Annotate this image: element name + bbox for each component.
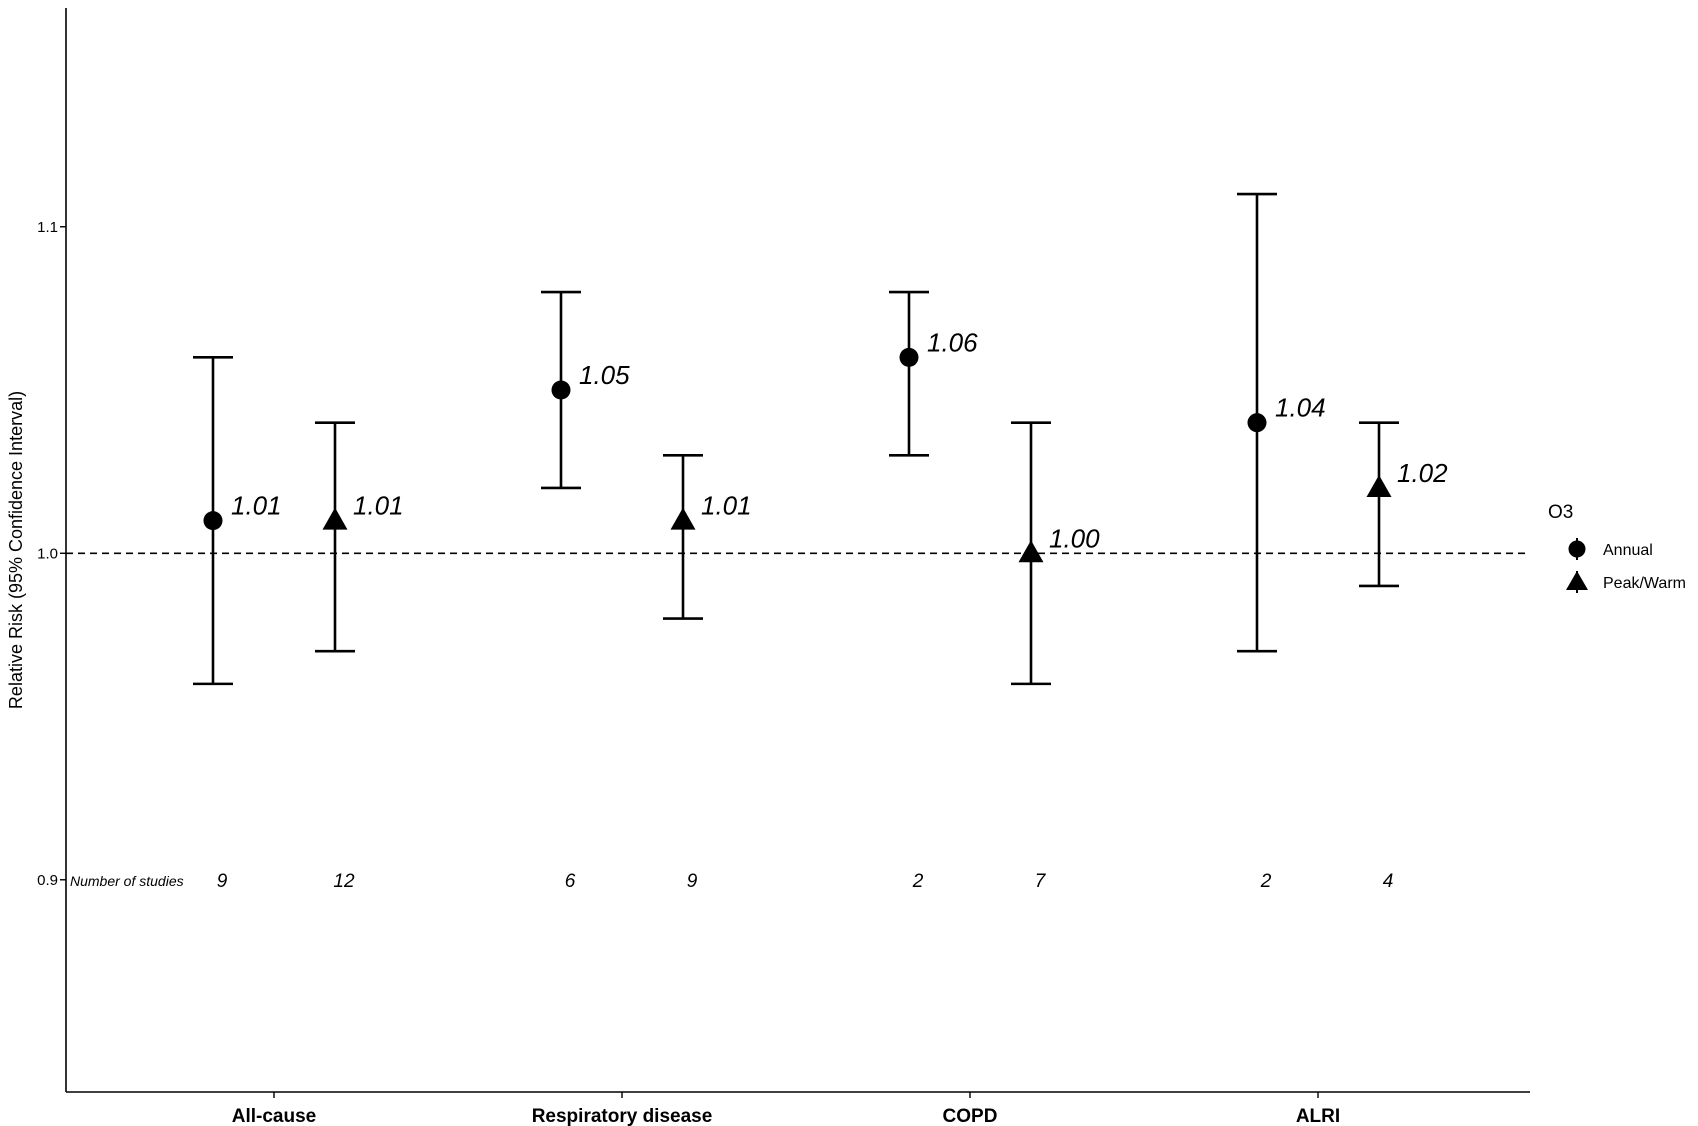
legend-key-circle: [1568, 540, 1586, 558]
x-tick-label: COPD: [943, 1106, 998, 1126]
study-count: 12: [333, 871, 355, 892]
study-count: 2: [1260, 871, 1272, 892]
x-tick-label: ALRI: [1296, 1106, 1340, 1126]
y-tick-label: 0.9: [37, 872, 58, 889]
point-annual: [1247, 413, 1267, 433]
x-tick-label: Respiratory disease: [532, 1106, 713, 1126]
study-count-title: Number of studies: [70, 873, 184, 889]
point-peak-warm: [322, 507, 348, 530]
study-count: 9: [217, 871, 228, 892]
study-count: 4: [1383, 871, 1394, 892]
y-tick-label: 1.0: [37, 545, 58, 562]
value-label: 1.05: [579, 360, 630, 390]
value-label: 1.06: [927, 327, 978, 357]
legend: O3 Annual Peak/Warm: [1548, 502, 1686, 593]
point-annual: [203, 511, 223, 531]
y-axis-title: Relative Risk (95% Confidence Interval): [6, 391, 26, 709]
study-count: 6: [565, 871, 576, 892]
axes: [65, 8, 1530, 1093]
value-label: 1.01: [353, 491, 404, 521]
y-tick-label: 1.1: [37, 219, 58, 236]
value-label: 1.01: [701, 491, 752, 521]
series-marks: 1.01 1.05 1.06 1.04 1.01 1.01 1.00 1.02: [193, 192, 1448, 686]
point-peak-warm: [670, 507, 696, 530]
value-label: 1.02: [1397, 458, 1448, 488]
x-tick-label: All-cause: [232, 1106, 316, 1126]
point-annual: [551, 380, 571, 400]
point-peak-warm: [1366, 474, 1392, 497]
study-count: 9: [687, 871, 698, 892]
legend-label: Peak/Warm: [1603, 575, 1686, 592]
study-count: 2: [912, 871, 924, 892]
study-counts: Number of studies 9 6 2 2 12 9 7 4: [70, 871, 1393, 892]
legend-label: Annual: [1603, 542, 1653, 559]
point-annual: [899, 347, 919, 367]
point-peak-warm: [1018, 540, 1044, 563]
y-axis-ticks: 0.9 1.0 1.1: [37, 219, 66, 889]
value-label: 1.04: [1275, 393, 1326, 423]
value-label: 1.01: [231, 491, 282, 521]
x-axis-ticks: All-cause Respiratory disease COPD ALRI: [232, 1092, 1340, 1126]
study-count: 7: [1035, 871, 1047, 892]
value-label: 1.00: [1049, 523, 1100, 553]
legend-title: O3: [1548, 502, 1573, 523]
legend-key-triangle: [1566, 571, 1588, 590]
